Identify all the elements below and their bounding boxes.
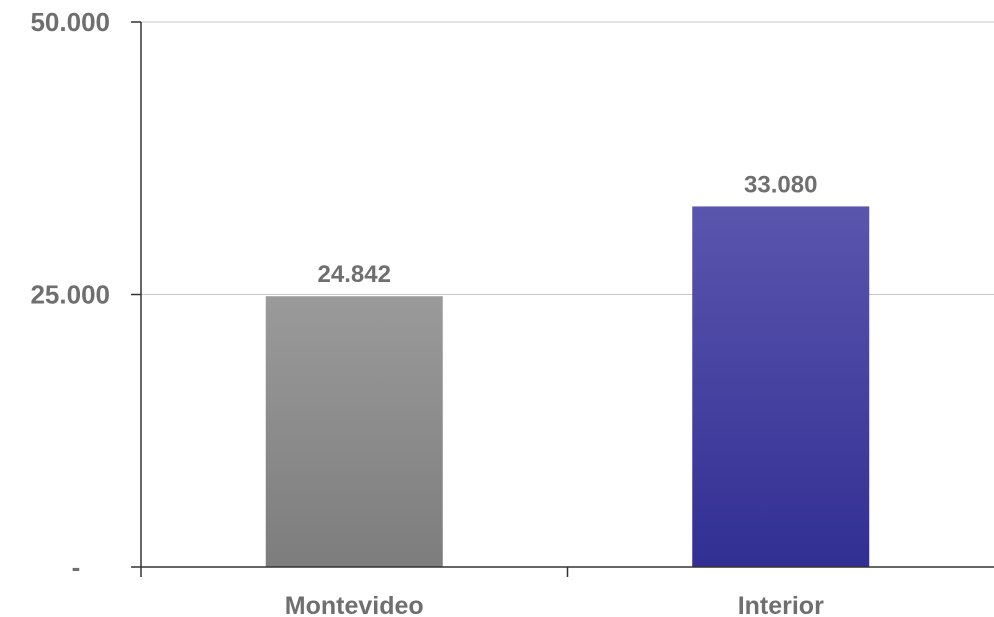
y-ticks: - 25.000 50.000	[30, 7, 569, 582]
x-tick-label-interior: Interior	[738, 592, 824, 617]
bars	[265, 206, 870, 568]
x-tick-label-montevideo: Montevideo	[285, 592, 424, 617]
bar-montevideo	[265, 296, 443, 567]
y-tick-label-1: 25.000	[30, 280, 110, 310]
y-tick-label-0: -	[72, 552, 81, 582]
data-label-interior: 33.080	[744, 171, 817, 198]
data-label-montevideo: 24.842	[318, 261, 391, 288]
labels: 24.842 Montevideo 33.080 Interior	[285, 171, 824, 617]
y-tick-label-2: 50.000	[30, 7, 110, 37]
bar-interior	[692, 206, 870, 568]
